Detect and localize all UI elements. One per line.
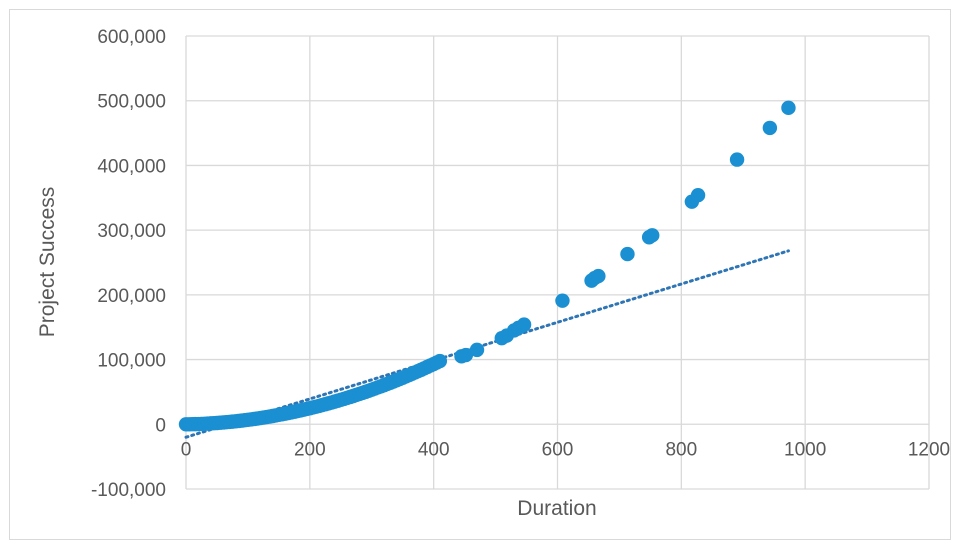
data-point bbox=[555, 293, 570, 308]
x-tick-label: 400 bbox=[418, 439, 450, 460]
y-tick-label: 400,000 bbox=[97, 156, 166, 177]
y-tick-label: 600,000 bbox=[97, 27, 166, 48]
data-point bbox=[516, 317, 532, 332]
x-tick-label: 0 bbox=[181, 439, 192, 460]
data-points bbox=[178, 100, 796, 432]
gridlines bbox=[186, 35, 930, 490]
x-axis-title: Duration bbox=[517, 497, 596, 520]
data-point bbox=[762, 120, 778, 136]
data-point bbox=[690, 187, 706, 203]
chart-frame bbox=[9, 9, 951, 540]
x-tick-label: 800 bbox=[665, 439, 697, 460]
y-axis-title: Project Success bbox=[36, 187, 59, 338]
data-point bbox=[469, 342, 485, 358]
axes bbox=[185, 36, 929, 489]
tick-labels: -100,000 0 100,000 200,000 300,000 400,000 500… bbox=[91, 27, 950, 501]
data-point bbox=[458, 347, 474, 363]
y-tick-label: 200,000 bbox=[97, 286, 166, 307]
data-point bbox=[620, 246, 635, 262]
x-tick-label: 1000 bbox=[784, 439, 826, 460]
x-tick-label: 600 bbox=[542, 439, 574, 460]
data-point bbox=[432, 353, 448, 369]
y-tick-label: 500,000 bbox=[97, 92, 166, 113]
data-point bbox=[729, 152, 745, 167]
y-tick-label: 0 bbox=[155, 415, 166, 436]
data-point bbox=[781, 100, 796, 116]
y-tick-label: 100,000 bbox=[97, 351, 166, 372]
y-tick-label: 300,000 bbox=[97, 221, 166, 242]
y-tick-label: -100,000 bbox=[91, 480, 166, 501]
x-tick-label: 1200 bbox=[908, 439, 950, 460]
data-point bbox=[591, 268, 606, 284]
data-point bbox=[645, 228, 660, 243]
x-tick-label: 200 bbox=[294, 439, 326, 460]
